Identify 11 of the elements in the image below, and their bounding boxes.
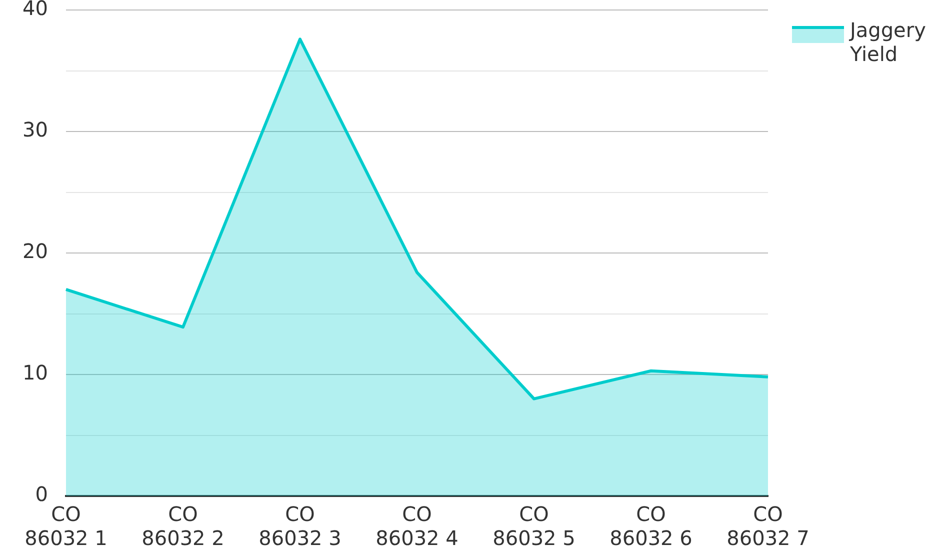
y-tick-label: 20 — [22, 239, 48, 264]
x-tick-label: CO 86032 3 — [258, 502, 342, 550]
y-tick-label: 40 — [22, 0, 48, 20]
x-tick-label: CO 86032 7 — [726, 502, 810, 550]
x-tick-label: CO 86032 5 — [492, 502, 576, 550]
x-tick-label: CO 86032 6 — [610, 502, 692, 550]
x-tick-label: CO 86032 4 — [376, 502, 458, 550]
y-tick-label: 30 — [22, 118, 48, 142]
y-tick-label: 10 — [22, 360, 48, 385]
legend-label: Jaggery Yield — [850, 18, 927, 66]
x-tick-label: CO 86032 2 — [142, 502, 224, 550]
